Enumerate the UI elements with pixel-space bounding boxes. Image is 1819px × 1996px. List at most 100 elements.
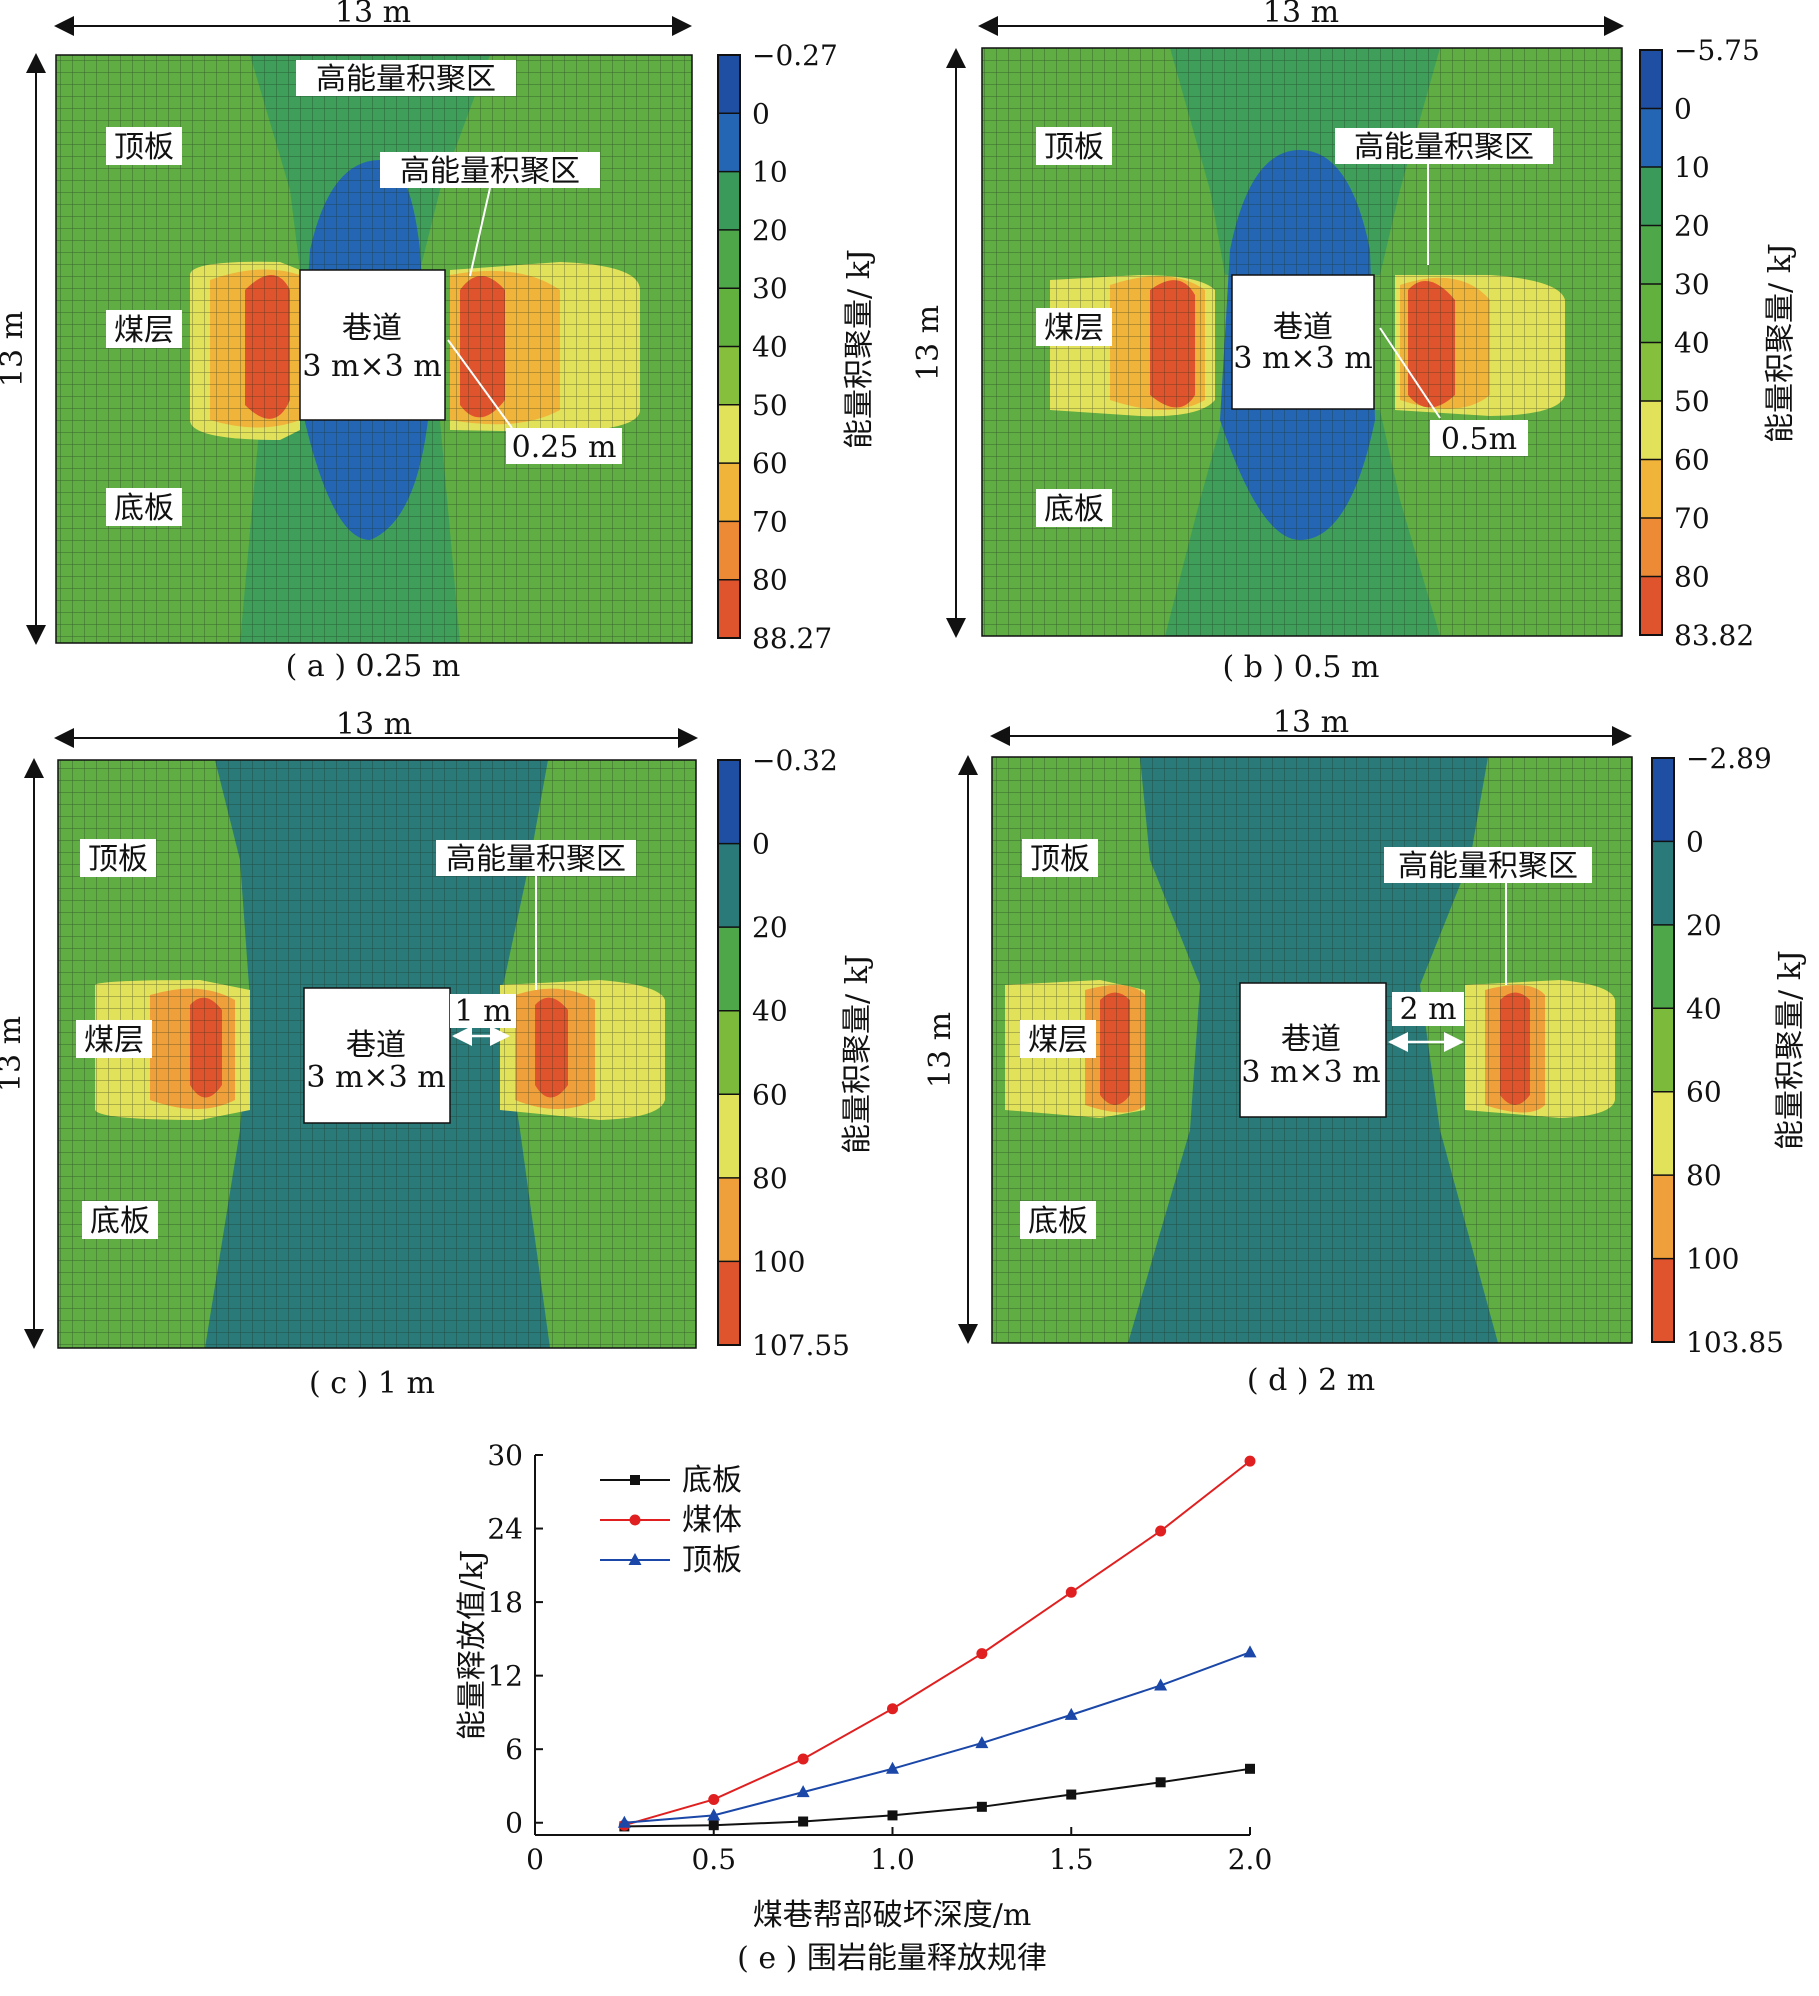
colorbar-segment xyxy=(718,1177,740,1262)
series-3 xyxy=(617,1645,1257,1828)
x-tick-label: 0 xyxy=(526,1843,544,1876)
data-point xyxy=(1155,1525,1167,1537)
zone-leader-line xyxy=(469,187,491,277)
panel-caption: ( b ) 0.5 m xyxy=(1223,650,1380,685)
distance-leader-line xyxy=(447,339,513,429)
zone-label-bg xyxy=(436,840,636,876)
floor-label: 底板 xyxy=(1044,492,1104,527)
y-tick-label: 12 xyxy=(487,1660,523,1693)
colorbar-tick-label: 20 xyxy=(752,911,788,944)
distance-label: 2 m xyxy=(1399,992,1456,1027)
colorbar-segment xyxy=(718,463,740,522)
roof-label-bg xyxy=(80,839,156,877)
distance-label-bg xyxy=(450,994,516,1028)
panel-caption: ( d ) 2 m xyxy=(1247,1363,1375,1398)
colorbar-segment xyxy=(1652,758,1674,842)
colorbar: −0.27 0 10 20 30 40 50 60 70 80 88.27 xyxy=(717,39,838,655)
floor-label: 底板 xyxy=(1028,1204,1088,1239)
data-point xyxy=(796,1785,810,1798)
panel-b: 13 m 13 m 高能量积聚区 顶板 煤层 底板 巷道 3 m×3 m xyxy=(911,0,1798,685)
data-point xyxy=(1243,1645,1257,1658)
floor-label-bg xyxy=(82,1201,158,1239)
colorbar-tick-label: 10 xyxy=(1674,151,1710,184)
colorbar-segment xyxy=(1640,518,1662,577)
roadway-label: 巷道 xyxy=(1281,1022,1341,1057)
zone-label: 高能量积聚区 xyxy=(1398,849,1578,884)
colorbar-tick-label: 40 xyxy=(1686,992,1722,1025)
y-tick-label: 24 xyxy=(487,1513,523,1546)
data-point xyxy=(1065,1586,1077,1598)
series-line xyxy=(624,1767,1251,1828)
colorbar-segment xyxy=(1652,924,1674,1009)
roof-label: 顶板 xyxy=(114,130,174,165)
zone-label-right: 高能量积聚区 xyxy=(400,154,580,189)
colorbar-tick-label: 0 xyxy=(752,828,770,861)
colorbar-tick-label: 60 xyxy=(1674,444,1710,477)
colorbar-segment xyxy=(718,843,740,928)
zone-label-top: 高能量积聚区 xyxy=(316,62,496,97)
coal-label-bg xyxy=(1036,308,1112,346)
colorbar-tick-label: 60 xyxy=(1686,1076,1722,1109)
distance-label-bg xyxy=(1430,420,1528,456)
colorbar-tick-label: 0 xyxy=(752,97,770,130)
distance-label-bg xyxy=(506,428,622,464)
coal-label: 煤层 xyxy=(1044,311,1104,346)
floor-label: 底板 xyxy=(114,491,174,526)
colorbar-tick-label: 80 xyxy=(1686,1159,1722,1192)
width-label: 13 m xyxy=(335,0,411,30)
panel-caption: ( a ) 0.25 m xyxy=(286,649,461,684)
colorbar-title: 能量积聚量/ kJ xyxy=(1773,950,1808,1150)
distance-label-bg xyxy=(1392,992,1464,1026)
data-point xyxy=(886,1761,899,1774)
colorbar-segment xyxy=(1640,225,1662,284)
colorbar-segment xyxy=(718,55,740,114)
colorbar-segment xyxy=(1640,401,1662,460)
colorbar-tick-label: 0 xyxy=(1674,93,1692,126)
panel-a: 13 m 13 m 高能量积聚区 高能量积聚区 顶板 煤层 底板 xyxy=(0,0,877,684)
roadway-size-label: 3 m×3 m xyxy=(306,1060,445,1095)
roof-label-bg xyxy=(106,127,182,165)
y-axis-label: 能量释放值/kJ xyxy=(455,1550,490,1740)
data-point xyxy=(976,1648,988,1660)
width-label: 13 m xyxy=(1263,0,1339,30)
colorbar-segment xyxy=(1640,50,1662,109)
roadway-label: 巷道 xyxy=(1273,310,1333,345)
data-point xyxy=(1154,1678,1168,1691)
colorbar-tick-label: −2.89 xyxy=(1686,742,1772,775)
coal-label-bg xyxy=(106,310,182,348)
zone-label-bg xyxy=(1384,847,1592,883)
colorbar-tick-label: 30 xyxy=(1674,268,1710,301)
coal-label: 煤层 xyxy=(114,313,174,348)
x-tick-label: 2.0 xyxy=(1228,1843,1273,1876)
colorbar-tick-label: 60 xyxy=(752,1078,788,1111)
data-point xyxy=(1245,1763,1255,1774)
distance-label: 1 m xyxy=(454,994,511,1029)
series-line xyxy=(624,1651,1251,1824)
width-label: 13 m xyxy=(1273,705,1349,740)
colorbar-tick-label: 70 xyxy=(1674,502,1710,535)
colorbar-segment xyxy=(718,760,740,844)
zone-label: 高能量积聚区 xyxy=(1354,130,1534,165)
data-point xyxy=(976,1801,987,1812)
colorbar-segment xyxy=(1652,1008,1674,1092)
roadway-label: 巷道 xyxy=(346,1028,406,1063)
roadway-label: 巷道 xyxy=(342,311,402,346)
colorbar-segment xyxy=(718,113,740,172)
zone-label-bg xyxy=(296,60,516,96)
x-tick-label: 1.0 xyxy=(870,1843,915,1876)
colorbar-segment xyxy=(718,171,740,230)
colorbar-tick-label: 0 xyxy=(1686,825,1704,858)
colorbar: −0.32 0 20 40 60 80 100 107.55 xyxy=(717,744,850,1362)
colorbar-tick-label: 30 xyxy=(752,272,788,305)
coal-label: 煤层 xyxy=(1028,1023,1088,1058)
roadway-size-label: 3 m×3 m xyxy=(1241,1055,1380,1090)
chart-caption: ( e ) 围岩能量释放规律 xyxy=(737,1941,1047,1976)
panel-caption: ( c ) 1 m xyxy=(309,1366,435,1401)
colorbar-tick-label: 20 xyxy=(1674,210,1710,243)
roof-label: 顶板 xyxy=(88,842,148,877)
colorbar-segment xyxy=(1640,167,1662,226)
legend-marker xyxy=(630,1475,640,1485)
series-layer xyxy=(617,1455,1257,1832)
